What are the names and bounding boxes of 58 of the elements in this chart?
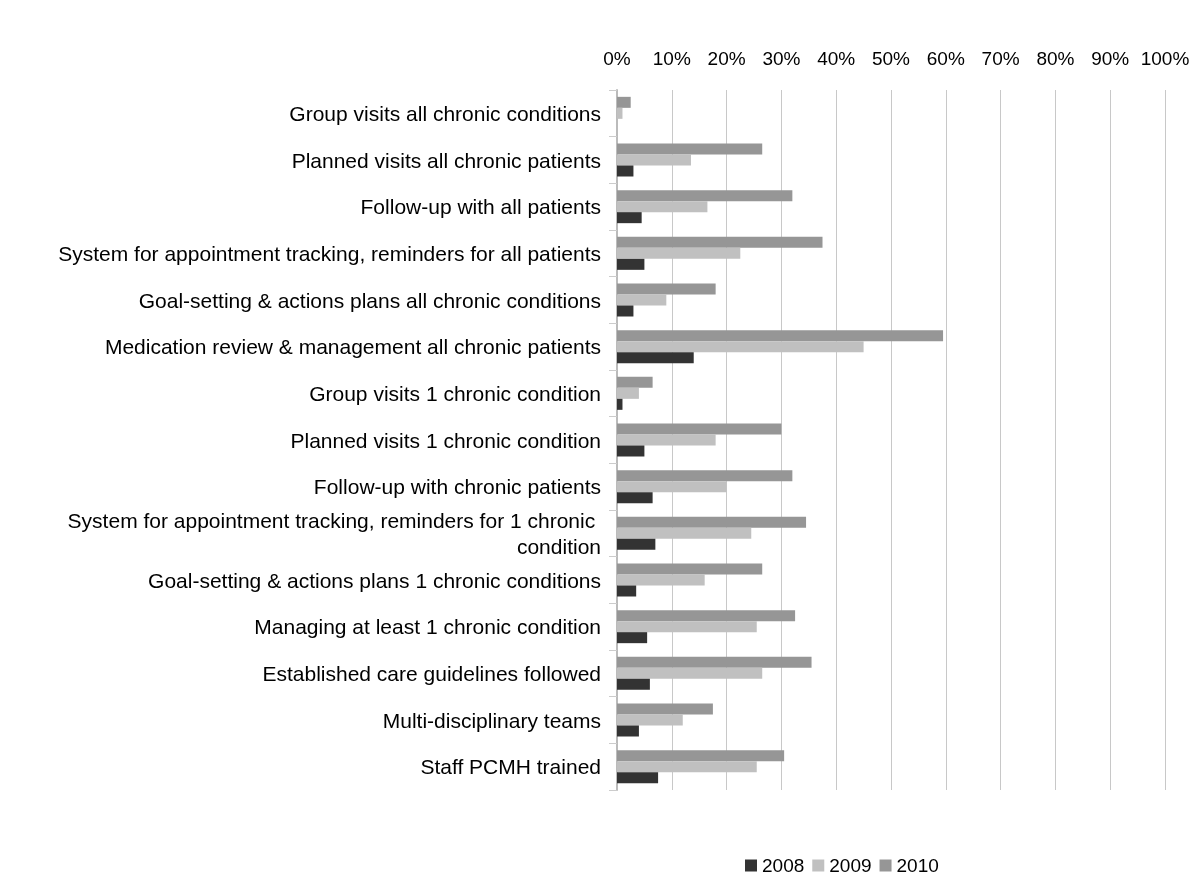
bar (617, 772, 659, 784)
bar (617, 610, 796, 622)
bar (617, 492, 653, 504)
x-tick-label: 80% (1036, 48, 1075, 69)
bar (617, 190, 793, 202)
bar (617, 258, 645, 270)
x-tick-label: 60% (926, 48, 965, 69)
bar (617, 236, 823, 248)
x-tick-label: 90% (1091, 48, 1130, 69)
x-tick-label: 0% (603, 48, 631, 69)
y-tick-label: Medication review & management all chronic patients (104, 335, 601, 359)
x-tick-label: 70% (981, 48, 1020, 69)
bar (617, 330, 944, 342)
y-tick-label: Planned visits all chronic patients (291, 148, 601, 172)
bar (617, 445, 645, 457)
bar (617, 538, 656, 550)
y-tick-label: Managing at least 1 chronic condition (254, 615, 601, 639)
x-tick-label: 30% (762, 48, 801, 69)
bar (617, 563, 763, 575)
x-tick-label: 100% (1140, 48, 1190, 69)
bar (617, 585, 637, 597)
bar (617, 376, 653, 388)
bar (617, 212, 642, 224)
y-tick-label: Staff PCMH trained (420, 755, 601, 779)
y-tick-label: System for appointment tracking, reminders for all patients (58, 241, 601, 265)
bar (617, 398, 623, 410)
y-tick-label: System for appointment tracking, reminders for 1 chronic condition (67, 508, 601, 558)
bar (617, 143, 763, 155)
bar (617, 678, 650, 690)
legend-label: 2009 (829, 855, 872, 876)
bar (617, 423, 782, 435)
bar (617, 470, 793, 482)
bar (617, 725, 639, 737)
bar (617, 516, 807, 528)
bar (617, 283, 716, 295)
bar (617, 703, 713, 715)
bar (617, 656, 812, 668)
bar (617, 750, 785, 762)
y-tick-label: Goal-setting & actions plans 1 chronic conditions (148, 568, 601, 592)
x-tick-label: 40% (817, 48, 856, 69)
y-tick-label: Goal-setting & actions plans all chronic conditions (138, 288, 601, 312)
y-tick-label: Group visits all chronic conditions (289, 101, 601, 125)
bar (617, 165, 634, 177)
y-tick-label: Group visits 1 chronic condition (309, 381, 601, 405)
legend-label: 2008 (762, 855, 805, 876)
y-tick-label: Follow-up with chronic patients (313, 475, 601, 499)
bar (617, 352, 694, 364)
bar (617, 96, 631, 108)
x-tick-label: 10% (652, 48, 691, 69)
y-tick-label: Follow-up with all patients (360, 195, 601, 219)
x-tick-label: 20% (707, 48, 746, 69)
y-tick-label: Multi-disciplinary teams (382, 708, 601, 732)
bar (617, 632, 648, 644)
y-tick-label: Planned visits 1 chronic condition (290, 428, 601, 452)
y-tick-label: Established care guidelines followed (262, 661, 601, 685)
x-tick-label: 50% (871, 48, 911, 69)
bar (617, 305, 634, 317)
legend-label: 2010 (896, 855, 939, 876)
